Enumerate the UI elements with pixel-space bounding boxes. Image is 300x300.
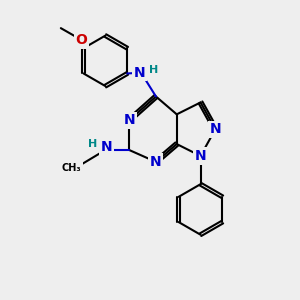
Text: O: O	[76, 33, 88, 47]
Text: H: H	[149, 65, 158, 75]
Text: H: H	[88, 139, 98, 149]
Text: N: N	[195, 149, 206, 163]
Text: CH₃: CH₃	[61, 163, 81, 173]
Text: N: N	[134, 66, 146, 80]
Text: N: N	[210, 122, 221, 136]
Text: N: N	[150, 155, 162, 169]
Text: N: N	[101, 140, 113, 154]
Text: N: N	[123, 113, 135, 127]
